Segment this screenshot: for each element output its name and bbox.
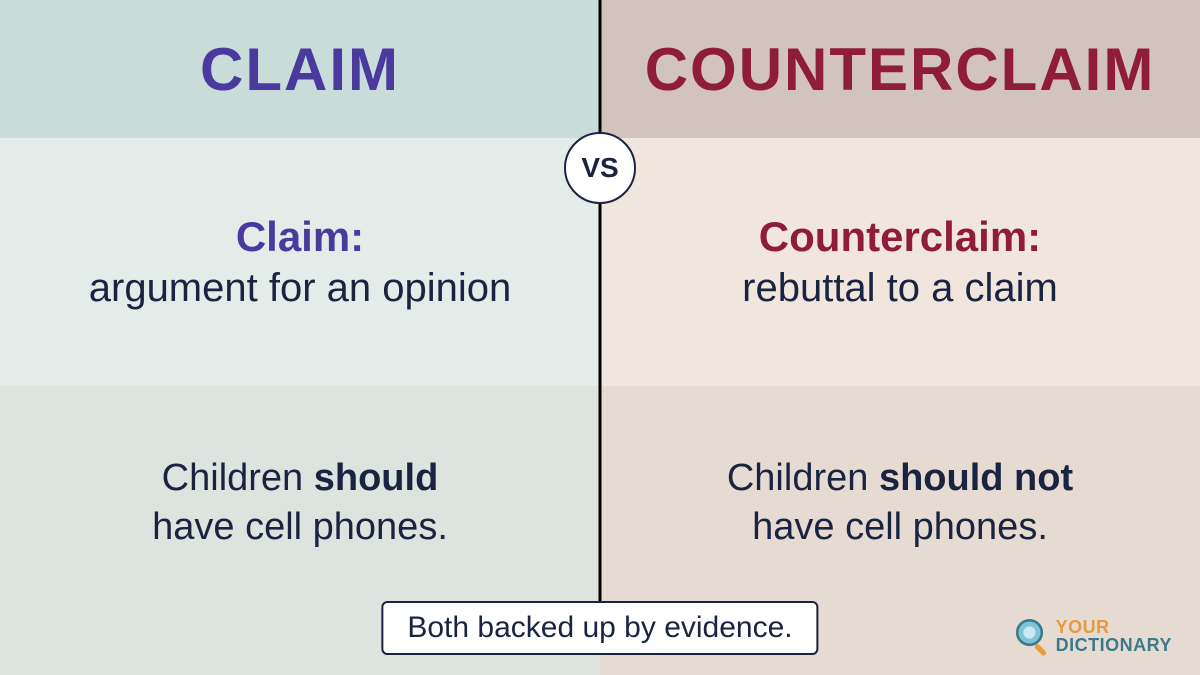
vertical-divider xyxy=(599,0,602,620)
vs-label: VS xyxy=(581,152,618,184)
header-cell-counterclaim: COUNTERCLAIM xyxy=(600,0,1200,138)
example-cell-counterclaim: Children should not have cell phones. xyxy=(600,386,1200,620)
comparison-infographic: CLAIM COUNTERCLAIM Claim: argument for a… xyxy=(0,0,1200,675)
counterclaim-def-body: rebuttal to a claim xyxy=(742,266,1058,310)
vs-badge: VS xyxy=(564,132,636,204)
example-cell-claim: Children should have cell phones. xyxy=(0,386,600,620)
yourdictionary-logo: YOUR DICTIONARY xyxy=(1012,615,1172,657)
logo-text: YOUR DICTIONARY xyxy=(1056,618,1172,654)
counter-ex-bold: should not xyxy=(879,457,1073,499)
definition-cell-counterclaim: Counterclaim: rebuttal to a claim xyxy=(600,138,1200,386)
counterclaim-definition: Counterclaim: rebuttal to a claim xyxy=(742,211,1058,314)
header-cell-claim: CLAIM xyxy=(0,0,600,138)
counter-ex-pre: Children xyxy=(727,457,879,499)
definition-cell-claim: Claim: argument for an opinion xyxy=(0,138,600,386)
counterclaim-def-term: Counterclaim: xyxy=(759,213,1041,260)
logo-your: YOUR xyxy=(1056,618,1172,636)
claim-ex-post: have cell phones. xyxy=(152,506,448,548)
counter-ex-post: have cell phones. xyxy=(752,506,1048,548)
claim-ex-pre: Children xyxy=(162,457,314,499)
claim-def-term: Claim: xyxy=(236,213,364,260)
logo-dict: DICTIONARY xyxy=(1056,636,1172,654)
magnifier-icon xyxy=(1012,615,1054,657)
claim-def-body: argument for an opinion xyxy=(89,266,512,310)
evidence-text: Both backed up by evidence. xyxy=(407,611,792,644)
counterclaim-example: Children should not have cell phones. xyxy=(727,454,1073,553)
claim-definition: Claim: argument for an opinion xyxy=(89,211,512,314)
counterclaim-title: COUNTERCLAIM xyxy=(645,35,1156,104)
claim-example: Children should have cell phones. xyxy=(152,454,448,553)
claim-title: CLAIM xyxy=(200,35,400,104)
evidence-callout: Both backed up by evidence. xyxy=(381,601,818,655)
claim-ex-bold: should xyxy=(314,457,439,499)
